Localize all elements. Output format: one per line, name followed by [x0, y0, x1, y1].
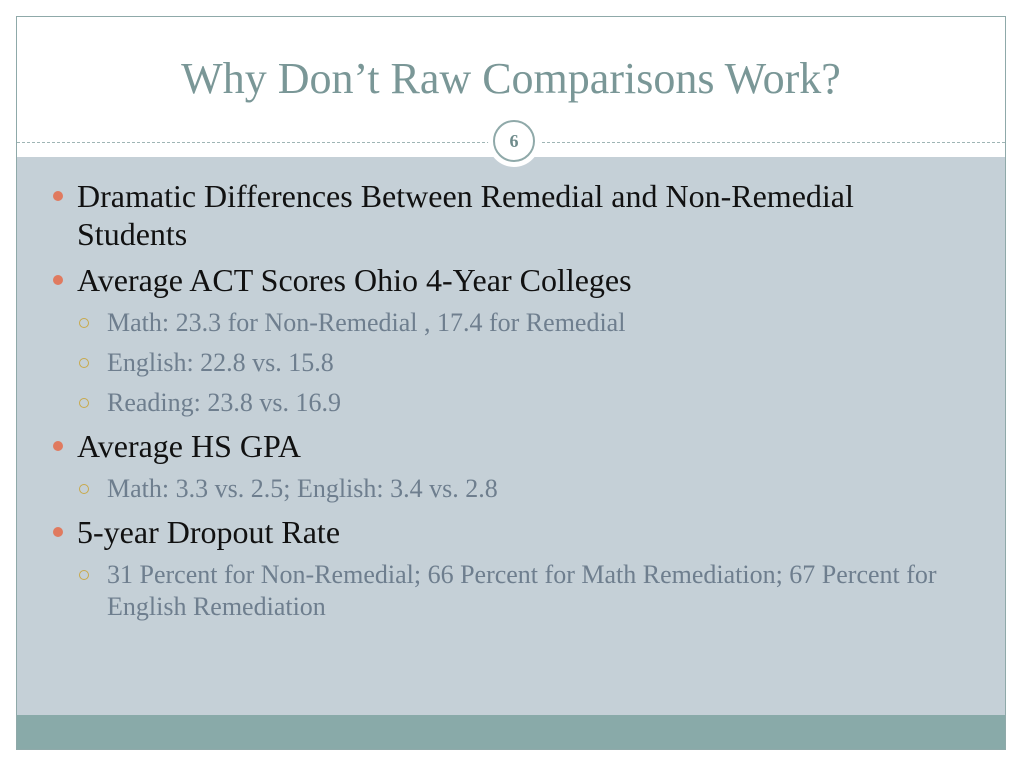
sub-bullet-gpa-values: Math: 3.3 vs. 2.5; English: 3.4 vs. 2.8 [53, 473, 963, 505]
slide-number-badge: 6 [488, 115, 540, 167]
sub-bullet-ring-icon [79, 398, 89, 408]
bullet-text: Average ACT Scores Ohio 4-Year Colleges [77, 262, 632, 298]
sub-bullet-ring-icon [79, 358, 89, 368]
slide: Why Don’t Raw Comparisons Work? 6 Dramat… [16, 16, 1006, 750]
sub-bullet-text: Reading: 23.8 vs. 16.9 [107, 388, 341, 417]
bullet-text: 5-year Dropout Rate [77, 514, 341, 550]
sub-bullet-text: English: 22.8 vs. 15.8 [107, 348, 334, 377]
bullet-text: Dramatic Differences Between Remedial an… [77, 178, 854, 252]
sub-bullet-text: Math: 23.3 for Non-Remedial , 17.4 for R… [107, 308, 626, 337]
bullet-text: Average HS GPA [77, 428, 301, 464]
sub-bullet-text: 31 Percent for Non-Remedial; 66 Percent … [107, 560, 937, 621]
bullet-item-dropout-rate: 5-year Dropout Rate [53, 513, 963, 551]
bullet-dot-icon [53, 441, 63, 451]
footer-bar [17, 715, 1005, 749]
content-background [17, 157, 1005, 715]
bullet-dot-icon [53, 527, 63, 537]
sub-bullet-reading-act: Reading: 23.8 vs. 16.9 [53, 387, 963, 419]
sub-bullet-ring-icon [79, 570, 89, 580]
sub-bullet-ring-icon [79, 484, 89, 494]
bullet-dot-icon [53, 191, 63, 201]
bullet-item-hs-gpa: Average HS GPA [53, 427, 963, 465]
bullet-dot-icon [53, 275, 63, 285]
sub-bullet-math-act: Math: 23.3 for Non-Remedial , 17.4 for R… [53, 307, 963, 339]
bullet-list: Dramatic Differences Between Remedial an… [53, 177, 963, 631]
slide-number: 6 [493, 120, 535, 162]
sub-bullet-dropout-values: 31 Percent for Non-Remedial; 66 Percent … [53, 559, 963, 623]
sub-bullet-ring-icon [79, 318, 89, 328]
bullet-item-differences: Dramatic Differences Between Remedial an… [53, 177, 963, 253]
bullet-item-act-scores: Average ACT Scores Ohio 4-Year Colleges [53, 261, 963, 299]
slide-title: Why Don’t Raw Comparisons Work? [181, 54, 841, 103]
sub-bullet-english-act: English: 22.8 vs. 15.8 [53, 347, 963, 379]
sub-bullet-text: Math: 3.3 vs. 2.5; English: 3.4 vs. 2.8 [107, 474, 498, 503]
